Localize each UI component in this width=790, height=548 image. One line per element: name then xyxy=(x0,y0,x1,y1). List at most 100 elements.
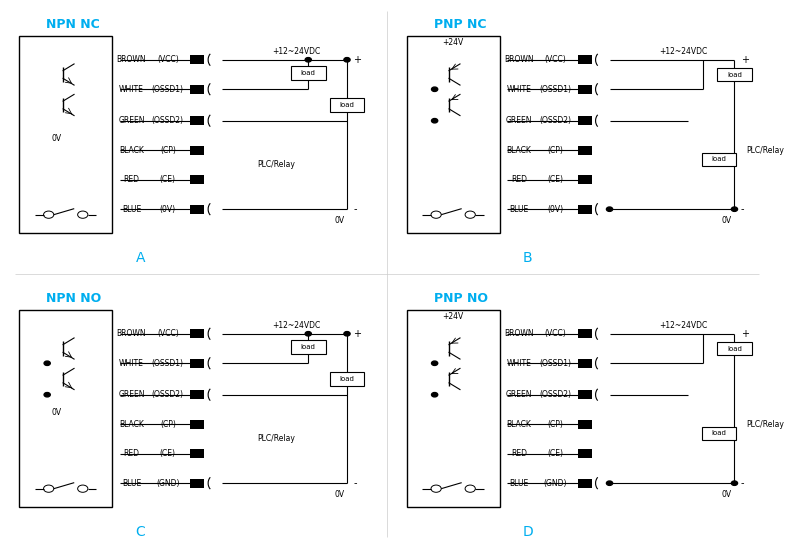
Text: BLACK: BLACK xyxy=(119,146,144,155)
Bar xyxy=(190,390,205,399)
Text: (CE): (CE) xyxy=(547,449,563,458)
Bar xyxy=(717,341,752,355)
Text: WHITE: WHITE xyxy=(506,359,532,368)
Circle shape xyxy=(344,332,350,336)
Bar xyxy=(291,66,325,79)
Text: -: - xyxy=(741,204,744,214)
Text: (CP): (CP) xyxy=(547,146,563,155)
Circle shape xyxy=(431,118,438,123)
Bar xyxy=(407,310,499,507)
Bar xyxy=(190,175,205,184)
Bar xyxy=(190,85,205,94)
Text: (CP): (CP) xyxy=(160,146,176,155)
Circle shape xyxy=(44,361,51,366)
Text: (CP): (CP) xyxy=(547,420,563,429)
Bar xyxy=(702,153,736,167)
Bar xyxy=(577,116,592,125)
Text: RED: RED xyxy=(511,175,527,184)
Bar xyxy=(329,372,364,386)
Circle shape xyxy=(732,207,738,212)
Text: +12~24VDC: +12~24VDC xyxy=(272,321,321,330)
Text: BLACK: BLACK xyxy=(119,420,144,429)
Text: (OSSD2): (OSSD2) xyxy=(540,116,571,125)
Text: WHITE: WHITE xyxy=(506,85,532,94)
Text: 0V: 0V xyxy=(721,216,732,225)
Text: (VCC): (VCC) xyxy=(157,329,179,338)
Text: (GND): (GND) xyxy=(156,479,179,488)
Circle shape xyxy=(607,207,612,212)
Text: BROWN: BROWN xyxy=(504,55,534,64)
Bar xyxy=(577,479,592,488)
Text: BROWN: BROWN xyxy=(117,55,146,64)
Bar xyxy=(407,36,499,233)
Text: -: - xyxy=(353,204,357,214)
Text: load: load xyxy=(712,431,726,436)
Bar xyxy=(190,205,205,214)
Text: load: load xyxy=(727,71,742,77)
Text: GREEN: GREEN xyxy=(118,116,145,125)
Text: +12~24VDC: +12~24VDC xyxy=(660,47,708,56)
Text: RED: RED xyxy=(123,175,139,184)
Bar xyxy=(577,146,592,155)
Bar xyxy=(20,310,112,507)
Circle shape xyxy=(732,481,738,486)
Bar xyxy=(291,340,325,353)
Text: load: load xyxy=(340,376,355,382)
Bar xyxy=(577,449,592,458)
Text: BLUE: BLUE xyxy=(510,479,529,488)
Bar xyxy=(577,420,592,429)
Text: (0V): (0V) xyxy=(160,205,176,214)
Text: load: load xyxy=(301,70,316,76)
Text: BLUE: BLUE xyxy=(122,479,141,488)
Text: load: load xyxy=(340,102,355,108)
Text: (OSSD2): (OSSD2) xyxy=(152,390,184,399)
Text: -: - xyxy=(353,478,357,488)
Bar xyxy=(190,479,205,488)
Bar xyxy=(577,175,592,184)
Text: D: D xyxy=(522,524,533,539)
Text: load: load xyxy=(301,344,316,350)
Text: (0V): (0V) xyxy=(547,205,563,214)
Bar xyxy=(190,420,205,429)
Circle shape xyxy=(305,58,311,62)
Text: +: + xyxy=(353,329,361,339)
Text: (OSSD1): (OSSD1) xyxy=(152,359,184,368)
Text: 0V: 0V xyxy=(721,490,732,499)
Text: BLACK: BLACK xyxy=(506,146,532,155)
Text: RED: RED xyxy=(123,449,139,458)
Text: BROWN: BROWN xyxy=(504,329,534,338)
Text: PLC/Relay: PLC/Relay xyxy=(258,161,295,169)
Bar xyxy=(577,390,592,399)
Bar xyxy=(190,146,205,155)
Text: PLC/Relay: PLC/Relay xyxy=(746,146,784,155)
Text: (VCC): (VCC) xyxy=(157,55,179,64)
Text: load: load xyxy=(712,157,726,162)
Circle shape xyxy=(431,361,438,366)
Text: RED: RED xyxy=(511,449,527,458)
Text: load: load xyxy=(727,345,742,351)
Text: (OSSD2): (OSSD2) xyxy=(540,390,571,399)
Text: (OSSD1): (OSSD1) xyxy=(540,85,571,94)
Circle shape xyxy=(305,332,311,336)
Text: NPN NO: NPN NO xyxy=(47,292,102,305)
Text: PLC/Relay: PLC/Relay xyxy=(746,420,784,429)
Text: BLUE: BLUE xyxy=(122,205,141,214)
Bar xyxy=(702,427,736,441)
Text: 0V: 0V xyxy=(334,216,344,225)
Text: (VCC): (VCC) xyxy=(544,55,566,64)
Text: NPN NC: NPN NC xyxy=(47,18,100,31)
Text: 0V: 0V xyxy=(51,408,62,417)
Bar xyxy=(20,36,112,233)
Bar xyxy=(190,329,205,338)
Text: GREEN: GREEN xyxy=(506,390,532,399)
Text: (OSSD2): (OSSD2) xyxy=(152,116,184,125)
Text: PNP NO: PNP NO xyxy=(434,292,488,305)
Circle shape xyxy=(607,481,612,486)
Text: 0V: 0V xyxy=(334,490,344,499)
Text: (CE): (CE) xyxy=(160,449,176,458)
Bar xyxy=(577,205,592,214)
Text: +12~24VDC: +12~24VDC xyxy=(660,321,708,330)
Text: WHITE: WHITE xyxy=(119,85,144,94)
Text: +24V: +24V xyxy=(442,312,464,321)
Bar xyxy=(190,116,205,125)
